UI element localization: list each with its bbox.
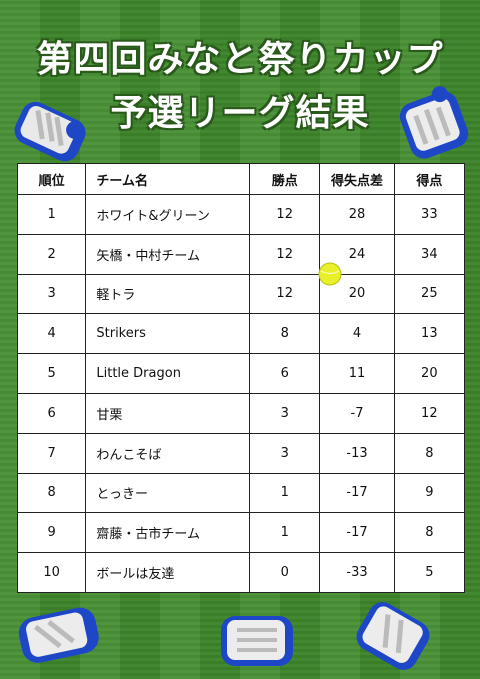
points-cell: 12 [249,273,321,315]
table-row: 10 ボールは友達 0 -33 5 [16,552,466,593]
table-row: 7 わんこそば 3 -13 8 [16,432,466,474]
rank-cell: 5 [16,353,87,394]
header-team: チーム名 [85,163,251,195]
goals-cell: 9 [393,472,466,514]
team-cell: とっきー [85,472,251,514]
table-row: 2 矢橋・中村チーム 12 24 34 [16,233,466,275]
header-goals: 得点 [393,163,466,195]
rank-cell: 10 [16,552,87,593]
diff-cell: -33 [319,552,395,593]
team-cell: わんこそば [85,432,251,474]
points-cell: 1 [249,472,321,514]
team-cell: 齋藤・古市チーム [85,512,251,554]
goals-cell: 33 [393,194,466,235]
rank-cell: 4 [16,313,87,355]
rank-cell: 8 [16,472,87,514]
diff-cell: 4 [319,313,395,355]
points-cell: 12 [249,194,321,235]
goals-cell: 25 [393,273,466,315]
header-goal-difference: 得失点差 [319,163,395,195]
team-cell: 矢橋・中村チーム [85,233,251,275]
ball-icon [318,262,342,286]
points-cell: 3 [249,392,321,434]
soccer-shoe-icon [356,602,430,670]
rank-cell: 3 [16,273,87,315]
goals-cell: 13 [393,313,466,355]
table-row: 1 ホワイト&グリーン 12 28 33 [16,194,466,235]
goals-cell: 20 [393,353,466,394]
soccer-shoe-icon [221,616,293,666]
diff-cell: -17 [319,472,395,514]
table-row: 4 Strikers 8 4 13 [16,313,466,355]
points-cell: 3 [249,432,321,474]
table-row: 8 とっきー 1 -17 9 [16,472,466,514]
points-cell: 1 [249,512,321,554]
soccer-shoe-icon [399,86,469,159]
soccer-shoe-icon [18,607,99,663]
goals-cell: 34 [393,233,466,275]
rank-cell: 2 [16,233,87,275]
team-cell: ホワイト&グリーン [85,194,251,235]
points-cell: 8 [249,313,321,355]
table-row: 9 齋藤・古市チーム 1 -17 8 [16,512,466,554]
rank-cell: 7 [16,432,87,474]
header-rank: 順位 [16,163,87,195]
team-cell: Strikers [85,313,251,355]
rank-cell: 1 [16,194,87,235]
rank-cell: 6 [16,392,87,434]
goals-cell: 8 [393,512,466,554]
team-cell: 甘栗 [85,392,251,434]
page-title: 第四回みなと祭りカップ [36,39,444,80]
points-cell: 6 [249,353,321,394]
diff-cell: -7 [319,392,395,434]
diff-cell: -13 [319,432,395,474]
diff-cell: 11 [319,353,395,394]
header-points: 勝点 [249,163,321,195]
table-row: 3 軽トラ 12 20 25 [16,273,466,315]
team-cell: Little Dragon [85,353,251,394]
goals-cell: 5 [393,552,466,593]
table-header-row: 順位 チーム名 勝点 得失点差 得点 [16,163,466,195]
team-cell: 軽トラ [85,273,251,315]
points-cell: 12 [249,233,321,275]
table-row: 6 甘栗 3 -7 12 [16,392,466,434]
points-cell: 0 [249,552,321,593]
goals-cell: 12 [393,392,466,434]
diff-cell: -17 [319,512,395,554]
rank-cell: 9 [16,512,87,554]
diff-cell: 28 [319,194,395,235]
table-row: 5 Little Dragon 6 11 20 [16,353,466,394]
page-subtitle: 予選リーグ結果 [110,93,370,134]
league-results-table: 順位 チーム名 勝点 得失点差 得点 1 ホワイト&グリーン 12 28 33 2 矢橋・… [16,163,466,593]
team-cell: ボールは友達 [85,552,251,593]
goals-cell: 8 [393,432,466,474]
soccer-shoe-icon [14,101,86,162]
